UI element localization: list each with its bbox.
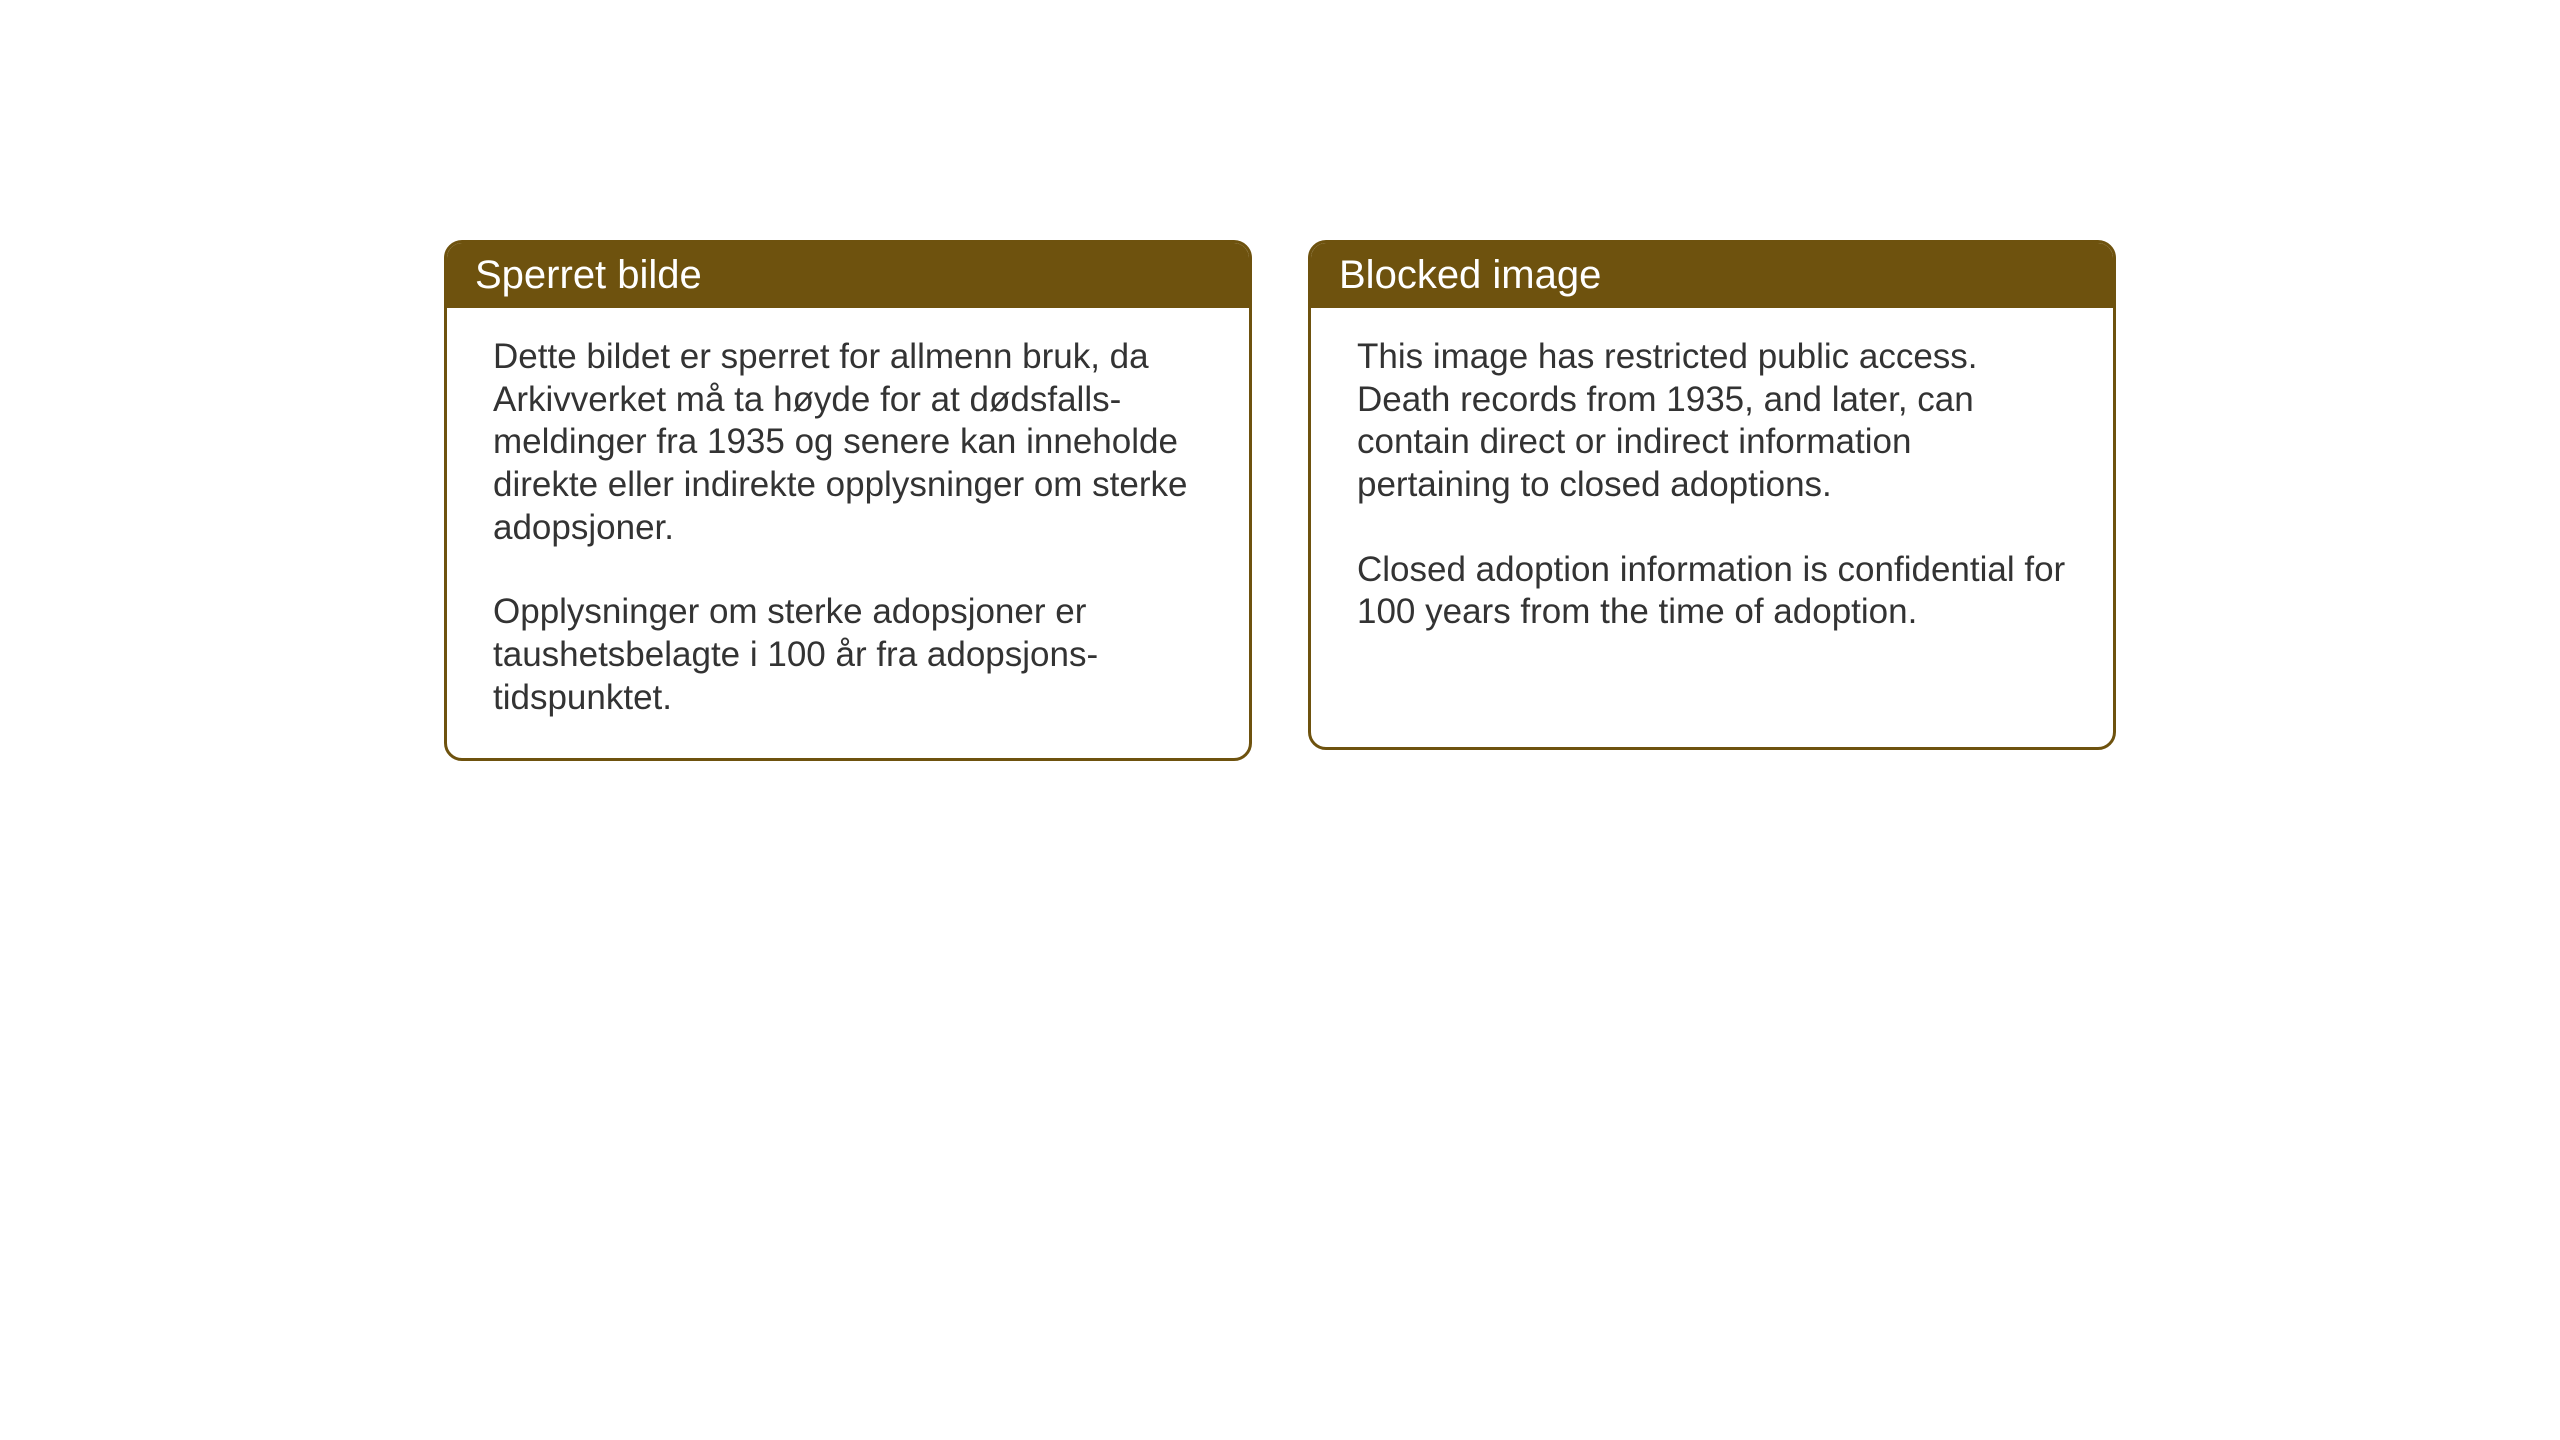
card-norwegian-paragraph1: Dette bildet er sperret for allmenn bruk… bbox=[493, 336, 1203, 549]
card-norwegian-body: Dette bildet er sperret for allmenn bruk… bbox=[447, 308, 1249, 758]
card-english-title: Blocked image bbox=[1339, 253, 1601, 297]
card-english: Blocked image This image has restricted … bbox=[1308, 240, 2116, 750]
card-norwegian: Sperret bilde Dette bildet er sperret fo… bbox=[444, 240, 1252, 761]
cards-container: Sperret bilde Dette bildet er sperret fo… bbox=[444, 240, 2116, 761]
card-english-paragraph2: Closed adoption information is confident… bbox=[1357, 549, 2067, 634]
card-english-body: This image has restricted public access.… bbox=[1311, 308, 2113, 672]
card-norwegian-title: Sperret bilde bbox=[475, 253, 702, 297]
card-norwegian-header: Sperret bilde bbox=[447, 243, 1249, 308]
card-english-paragraph1: This image has restricted public access.… bbox=[1357, 336, 2067, 507]
card-norwegian-paragraph2: Opplysninger om sterke adopsjoner er tau… bbox=[493, 591, 1203, 719]
card-english-header: Blocked image bbox=[1311, 243, 2113, 308]
